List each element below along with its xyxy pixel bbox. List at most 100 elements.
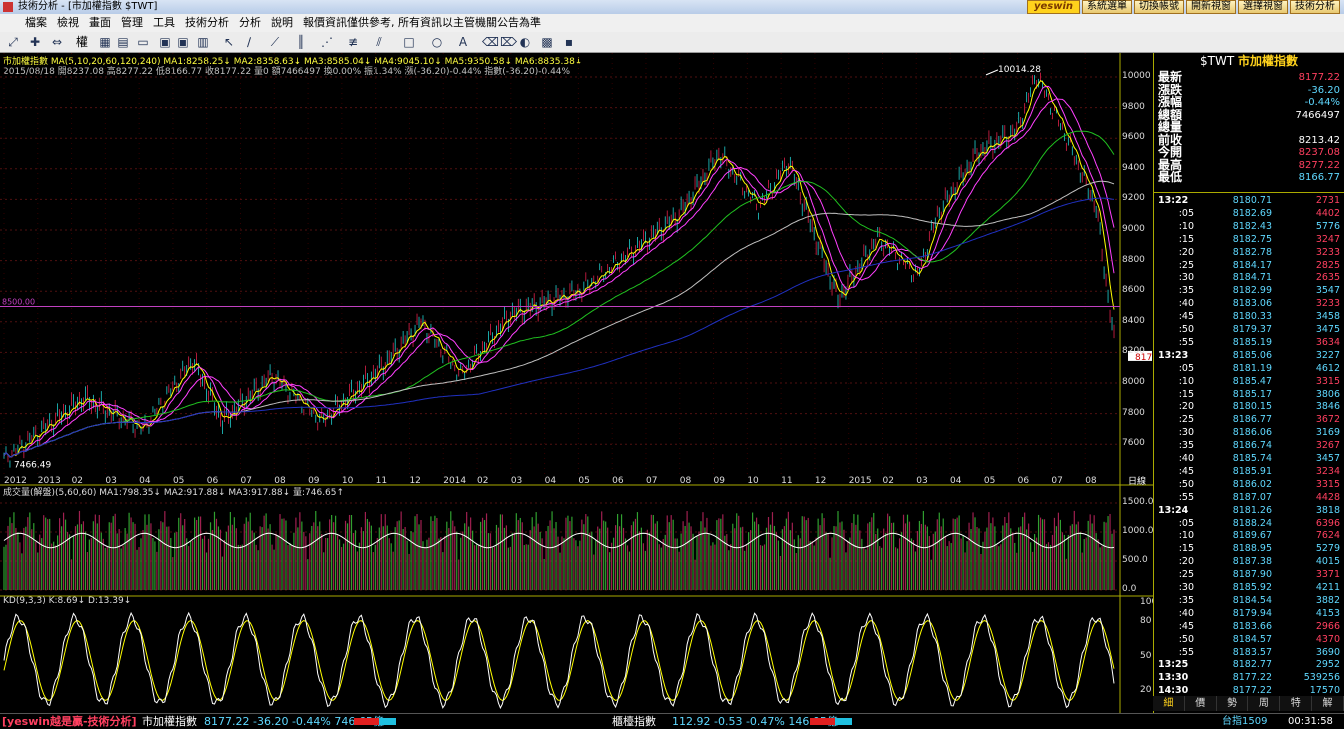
tick-time: :20 (1178, 401, 1194, 413)
print-icon[interactable]: ▥ (197, 35, 209, 49)
tick-row[interactable]: :25 8184.17 2825 (1154, 260, 1344, 272)
tick-row[interactable]: :35 8182.99 3547 (1154, 285, 1344, 297)
quote-row: 總額 7466497 (1154, 108, 1344, 122)
tick-row[interactable]: :55 8187.07 4428 (1154, 492, 1344, 504)
chart-area[interactable]: 市加權指數 MA(5,10,20,60,120,240) MA1:8258.25… (0, 53, 1157, 713)
tick-row[interactable]: 13:25 8182.77 2952 (1154, 659, 1344, 671)
menu-screen[interactable]: 畫面 (89, 16, 111, 29)
tick-row[interactable]: :35 8184.54 3882 (1154, 595, 1344, 607)
tick-row[interactable]: :30 8186.06 3169 (1154, 427, 1344, 439)
reference-line-label: 8500.00 (2, 298, 35, 307)
tick-row[interactable]: 13:24 8181.26 3818 (1154, 505, 1344, 517)
channel-icon[interactable]: ≢ (347, 35, 359, 49)
chart-icon[interactable]: ▤ (117, 35, 129, 49)
tick-row[interactable]: :50 8184.57 4370 (1154, 634, 1344, 646)
tick-row[interactable]: :20 8180.15 3846 (1154, 401, 1344, 413)
x-tick-label: 04 (545, 476, 557, 486)
tick-row[interactable]: :10 8189.67 7624 (1154, 530, 1344, 542)
tick-row[interactable]: :55 8185.19 3634 (1154, 337, 1344, 349)
tick-row[interactable]: :30 8185.92 4211 (1154, 582, 1344, 594)
tick-row[interactable]: :20 8187.38 4015 (1154, 556, 1344, 568)
trend-line-icon[interactable]: ⟋ (270, 35, 280, 49)
tick-row[interactable]: 13:30 8177.22 539256 (1154, 672, 1344, 684)
tick-row[interactable]: :25 8186.77 3672 (1154, 414, 1344, 426)
system-menu-button[interactable]: 系統選單 (1082, 0, 1132, 14)
tick-row[interactable]: :40 8179.94 4153 (1154, 608, 1344, 620)
palette-icon[interactable]: ▩ (541, 35, 553, 49)
price-chart-svg[interactable]: 2012 2013 02 03 04 05 06 07 08 09 10 11 12 2014 02 03 04… (0, 53, 1153, 713)
zoom-icon[interactable]: ⤢ (8, 35, 18, 49)
quote-panel: $TWT 市加權指數 最新 8177.22 漲跌 -36.20 漲幅 -0.44% 總額 74… (1153, 53, 1344, 713)
tick-row[interactable]: :40 8183.06 3233 (1154, 298, 1344, 310)
tick-time: 13:30 (1158, 672, 1189, 684)
layout-icon[interactable]: ▣ (159, 35, 171, 49)
crosshair-icon[interactable]: ✚ (29, 35, 41, 49)
split-icon[interactable]: ⇔ (51, 35, 63, 49)
menu-analysis[interactable]: 分析 (239, 16, 261, 29)
tick-row[interactable]: :05 8181.19 4612 (1154, 363, 1344, 375)
tick-row[interactable]: :05 8182.69 4402 (1154, 208, 1344, 220)
parallel-icon[interactable]: ⫽ (376, 35, 382, 49)
tick-row[interactable]: :55 8183.57 3690 (1154, 647, 1344, 659)
tech-analysis-button[interactable]: 技術分析 (1290, 0, 1340, 14)
line-tool-icon[interactable]: ∕ (246, 35, 252, 49)
tick-row[interactable]: :30 8184.71 2635 (1154, 272, 1344, 284)
tick-row[interactable]: :15 8185.17 3806 (1154, 389, 1344, 401)
tick-row[interactable]: :10 8185.47 3315 (1154, 376, 1344, 388)
tick-row[interactable]: :45 8183.66 2966 (1154, 621, 1344, 633)
menu-view[interactable]: 檢視 (57, 16, 79, 29)
vertical-lines-icon[interactable]: ║ (297, 35, 305, 49)
x-tick-label: 2014 (443, 476, 466, 486)
tab-special[interactable]: 特 (1280, 696, 1313, 711)
tab-week[interactable]: 周 (1248, 696, 1281, 711)
tick-row[interactable]: :45 8185.91 3234 (1154, 466, 1344, 478)
tick-row[interactable]: :15 8182.75 3247 (1154, 234, 1344, 246)
text-icon[interactable]: A (458, 35, 468, 49)
tick-row[interactable]: :10 8182.43 5776 (1154, 221, 1344, 233)
tick-row[interactable]: :45 8180.33 3458 (1154, 311, 1344, 323)
tick-row[interactable]: :05 8188.24 6396 (1154, 518, 1344, 530)
price-tick: 8400 (1122, 315, 1145, 326)
tab-explain[interactable]: 解 (1312, 696, 1344, 711)
ma-line (3, 80, 1115, 458)
tick-row[interactable]: :50 8179.37 3475 (1154, 324, 1344, 336)
yeswin-logo[interactable]: yeswin (1026, 0, 1080, 14)
menu-file[interactable]: 檔案 (25, 16, 47, 29)
tick-row[interactable]: :35 8186.74 3267 (1154, 440, 1344, 452)
menu-help[interactable]: 說明 (271, 16, 293, 29)
tab-trend[interactable]: 勢 (1217, 696, 1249, 711)
menu-tools[interactable]: 工具 (153, 16, 175, 29)
erase-icon[interactable]: ⌫ (482, 35, 499, 49)
tick-row[interactable]: 13:23 8185.06 3227 (1154, 350, 1344, 362)
tick-row[interactable]: 14:30 8177.22 17570 (1154, 685, 1344, 697)
rectangle-icon[interactable]: □ (403, 35, 415, 49)
tab-price[interactable]: 價 (1185, 696, 1217, 711)
tick-row[interactable]: :50 8186.02 3315 (1154, 479, 1344, 491)
price-tick: 8800 (1122, 254, 1145, 265)
menu-tech-analysis[interactable]: 技術分析 (185, 16, 229, 29)
tick-row[interactable]: 13:22 8180.71 2731 (1154, 195, 1344, 207)
save-icon[interactable]: ▪ (564, 35, 574, 49)
select-window-button[interactable]: 選擇視窗 (1238, 0, 1288, 14)
ellipse-icon[interactable]: ○ (431, 35, 443, 49)
fan-icon[interactable]: ⋰ (321, 35, 333, 49)
eraser-icon[interactable]: ⌦ (500, 35, 517, 49)
grid-icon[interactable]: ▦ (99, 35, 111, 49)
window-icon[interactable]: ▭ (137, 35, 149, 49)
tick-row[interactable]: :15 8188.95 5279 (1154, 543, 1344, 555)
new-window-button[interactable]: 開新視窗 (1186, 0, 1236, 14)
tick-row[interactable]: :40 8185.74 3457 (1154, 453, 1344, 465)
price-tick: 9000 (1122, 224, 1145, 234)
switch-account-button[interactable]: 切換帳號 (1134, 0, 1184, 14)
tick-row[interactable]: :20 8182.78 3233 (1154, 247, 1344, 259)
quote-label: 最新 (1158, 70, 1183, 84)
layout2-icon[interactable]: ▣ (177, 35, 189, 49)
tick-volume: 2952 (1315, 659, 1340, 671)
tick-row[interactable]: :25 8187.90 3371 (1154, 569, 1344, 581)
tab-detail[interactable]: 細 (1153, 696, 1185, 711)
clock: 00:31:58 (1288, 716, 1333, 727)
menu-manage[interactable]: 管理 (121, 16, 143, 29)
color-icon[interactable]: ◐ (519, 35, 531, 49)
weight-dropdown[interactable]: 權 (75, 35, 88, 49)
pointer-icon[interactable]: ↖ (223, 35, 235, 49)
